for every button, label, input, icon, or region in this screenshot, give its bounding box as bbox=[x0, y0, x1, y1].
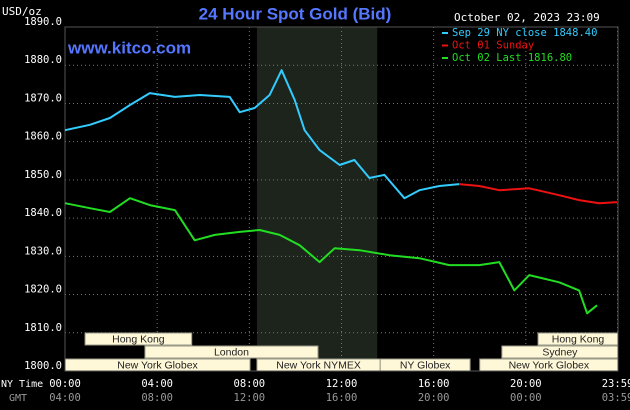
legend-label: Oct 02 Last 1816.80 bbox=[452, 52, 572, 64]
y-axis-label: USD/oz bbox=[2, 5, 42, 18]
gmt-row-label: GMT bbox=[9, 393, 27, 404]
plot-frame bbox=[64, 26, 619, 372]
x-row-label: NY Time bbox=[1, 379, 43, 390]
gmt-tick-label: 03:59 bbox=[602, 392, 630, 404]
price-line bbox=[64, 197, 598, 315]
y-tick-label: 1810.0 bbox=[24, 322, 62, 334]
gmt-tick-label: 08:00 bbox=[141, 392, 173, 404]
session-label: NY Globex bbox=[400, 359, 451, 371]
x-tick-label: 16:00 bbox=[418, 378, 450, 390]
x-tick-label: 12:00 bbox=[326, 378, 358, 390]
watermark: www.kitco.com bbox=[67, 38, 191, 57]
y-tick-label: 1850.0 bbox=[24, 169, 62, 181]
session-label: Hong Kong bbox=[112, 333, 165, 345]
session-label: London bbox=[214, 346, 249, 358]
gmt-tick-label: 20:00 bbox=[418, 392, 450, 404]
legend-label: Sep 29 NY close 1848.40 bbox=[452, 27, 597, 39]
x-tick-label: 04:00 bbox=[141, 378, 173, 390]
y-tick-label: 1880.0 bbox=[24, 54, 62, 66]
gmt-tick-label: 04:00 bbox=[49, 392, 81, 404]
x-tick-label: 23:59 bbox=[602, 378, 630, 390]
gmt-tick-label: 16:00 bbox=[326, 392, 358, 404]
session-label: Sydney bbox=[542, 346, 578, 358]
session-label: New York Globex bbox=[509, 359, 590, 371]
y-tick-label: 1820.0 bbox=[24, 284, 62, 296]
price-line bbox=[459, 183, 618, 205]
session-box bbox=[84, 332, 193, 346]
price-line bbox=[64, 69, 460, 200]
x-tick-label: 20:00 bbox=[510, 378, 542, 390]
x-tick-label: 08:00 bbox=[234, 378, 266, 390]
session-label: New York NYMEX bbox=[276, 359, 361, 371]
shaded-range bbox=[256, 27, 378, 371]
y-tick-label: 1870.0 bbox=[24, 92, 62, 104]
timestamp: October 02, 2023 23:09 bbox=[454, 11, 600, 24]
legend-label: Oct 01 Sunday bbox=[452, 40, 534, 52]
y-tick-label: 1890.0 bbox=[24, 16, 62, 28]
y-tick-label: 1840.0 bbox=[24, 207, 62, 219]
gmt-tick-label: 00:00 bbox=[510, 392, 542, 404]
gmt-tick-label: 12:00 bbox=[234, 392, 266, 404]
session-box bbox=[144, 345, 319, 359]
y-tick-label: 1830.0 bbox=[24, 245, 62, 257]
x-tick-label: 00:00 bbox=[49, 378, 81, 390]
y-tick-label: 1800.0 bbox=[24, 360, 62, 372]
chart-title: 24 Hour Spot Gold (Bid) bbox=[199, 4, 392, 23]
session-label: New York Globex bbox=[117, 359, 198, 371]
y-tick-label: 1860.0 bbox=[24, 131, 62, 143]
session-label: Hong Kong bbox=[552, 333, 605, 345]
